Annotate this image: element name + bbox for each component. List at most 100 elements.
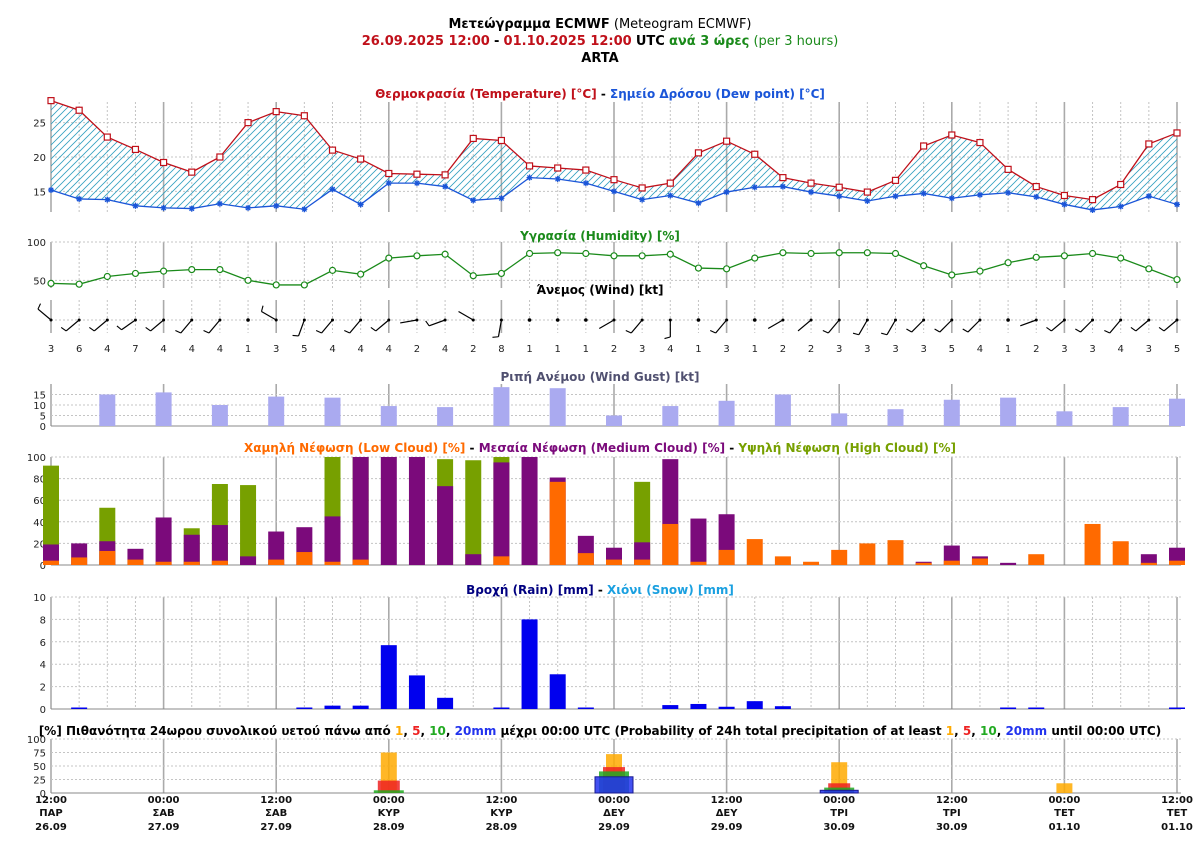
humidity-point xyxy=(357,270,365,278)
wind-barb xyxy=(150,319,164,332)
dew-point-point xyxy=(639,196,646,203)
dew-point-point xyxy=(836,193,843,200)
wind-barb-feather xyxy=(344,329,350,334)
rain-bar xyxy=(1000,707,1017,709)
dew-point-point xyxy=(554,176,561,182)
wind-barb xyxy=(400,319,418,324)
x-axis-day-label: ΣΑΒ xyxy=(265,808,287,819)
rain-ytick-label: 8 xyxy=(40,615,46,626)
medium-cloud-bar xyxy=(183,534,200,565)
x-axis-time-label: 12:00 xyxy=(711,795,743,806)
low-cloud-bar xyxy=(352,559,369,565)
wind-barb xyxy=(37,308,52,321)
probability-title-part: 1 xyxy=(395,724,403,738)
wind-speed-label: 2 xyxy=(1033,344,1039,355)
dew-point-point xyxy=(611,188,617,195)
probability-title-part: until 00:00 UTC) xyxy=(1047,724,1161,738)
wind-barb-origin xyxy=(162,318,166,322)
wind-speed-label: 6 xyxy=(76,344,82,355)
humidity-ytick-label: 100 xyxy=(27,238,46,249)
probability-title-part: 5 xyxy=(412,724,420,738)
gust-bar xyxy=(380,406,397,426)
rain-bar xyxy=(774,706,791,709)
humidity-point xyxy=(244,276,252,284)
humidity-point xyxy=(863,249,871,257)
clouds-ytick-label: 60 xyxy=(33,496,46,507)
probability-title-part: 10 xyxy=(429,724,446,738)
x-axis-day-label: ΤΕΤ xyxy=(1054,808,1075,819)
wind-barb-origin xyxy=(190,318,194,322)
gust-bar xyxy=(211,405,228,426)
gust-bar xyxy=(774,394,791,426)
x-axis-date-label: 01.10 xyxy=(1049,822,1081,833)
wind-barb-feather xyxy=(625,329,632,334)
dew-point-point xyxy=(132,202,139,209)
temperature-point xyxy=(75,106,83,114)
wind-barb-feather xyxy=(425,320,430,327)
wind-barb-origin xyxy=(894,318,897,322)
wind-speed-label: 2 xyxy=(470,344,476,355)
wind-barb-origin xyxy=(668,318,672,322)
wind-speed-label: 4 xyxy=(977,344,983,355)
humidity-point xyxy=(469,272,477,280)
temperature-point xyxy=(357,155,365,163)
probability-ytick-label: 75 xyxy=(33,749,46,760)
wind-speed-label: 4 xyxy=(357,344,363,355)
wind-barb xyxy=(967,319,981,333)
humidity-point xyxy=(779,249,787,257)
wind-speed-label: 3 xyxy=(639,344,645,355)
wind-barb-origin xyxy=(133,318,137,322)
rain-bar xyxy=(549,674,566,709)
dew-point-point xyxy=(1145,193,1152,200)
wind-barb-origin xyxy=(781,318,785,322)
low-cloud-bar xyxy=(662,523,679,565)
x-axis-time-label: 12:00 xyxy=(260,795,292,806)
rain-ytick-label: 6 xyxy=(40,638,46,649)
wind-barb-origin xyxy=(1175,318,1179,322)
temperature-panel-title: Θερμοκρασία (Temperature) [°C] - Σημείο … xyxy=(375,87,825,101)
wind-barb-feather xyxy=(710,329,716,334)
wind-panel-title: Άνεμος (Wind) [kt] xyxy=(536,283,663,297)
temperature-point xyxy=(103,133,111,141)
low-cloud-bar xyxy=(634,559,651,565)
x-axis-time-label: 00:00 xyxy=(598,795,630,806)
wind-barb-feather xyxy=(664,336,671,340)
medium-cloud-bar xyxy=(1000,562,1017,565)
wind-barb-feather xyxy=(203,329,210,334)
probability-title-part: 10 xyxy=(980,724,997,738)
clouds-ytick-label: 20 xyxy=(33,539,46,550)
gust-ytick-label: 15 xyxy=(33,391,46,402)
humidity-point xyxy=(1117,254,1125,262)
medium-cloud-bar xyxy=(352,457,369,565)
range-separator: - xyxy=(494,34,500,49)
low-cloud-bar xyxy=(1028,554,1045,565)
wind-barb xyxy=(208,319,221,334)
wind-barb-feather xyxy=(260,305,264,312)
wind-title-part: Άνεμος (Wind) [kt] xyxy=(536,283,663,297)
temperature-point xyxy=(1145,140,1153,148)
wind-barb-feather xyxy=(962,328,969,333)
dew-point-point xyxy=(357,201,364,208)
humidity-point xyxy=(300,281,308,289)
wind-calm-dot xyxy=(1006,318,1010,322)
probability-title-part: (Probability of 24h total precipitation … xyxy=(610,724,945,738)
temperature-point xyxy=(863,188,871,196)
wind-speed-label: 3 xyxy=(1089,344,1095,355)
wind-barb xyxy=(93,319,108,332)
temperature-point xyxy=(216,153,224,161)
wind-barb xyxy=(180,319,193,334)
dew-point-point xyxy=(779,183,786,190)
dew-point-point xyxy=(245,204,252,211)
temperature-point xyxy=(469,134,477,143)
rain-title-part: Χιόνι (Snow) [mm] xyxy=(607,583,734,597)
temperature-point xyxy=(1117,180,1125,189)
wind-barb xyxy=(1020,319,1037,327)
medium-cloud-bar xyxy=(268,531,285,565)
medium-cloud-bar xyxy=(493,462,510,565)
x-axis-day-label: ΔΕΥ xyxy=(603,808,626,819)
low-cloud-bar xyxy=(915,562,932,565)
humidity-point xyxy=(582,249,590,258)
rain-bar xyxy=(437,697,454,709)
humidity-point xyxy=(75,280,83,288)
wind-barb xyxy=(767,319,784,330)
